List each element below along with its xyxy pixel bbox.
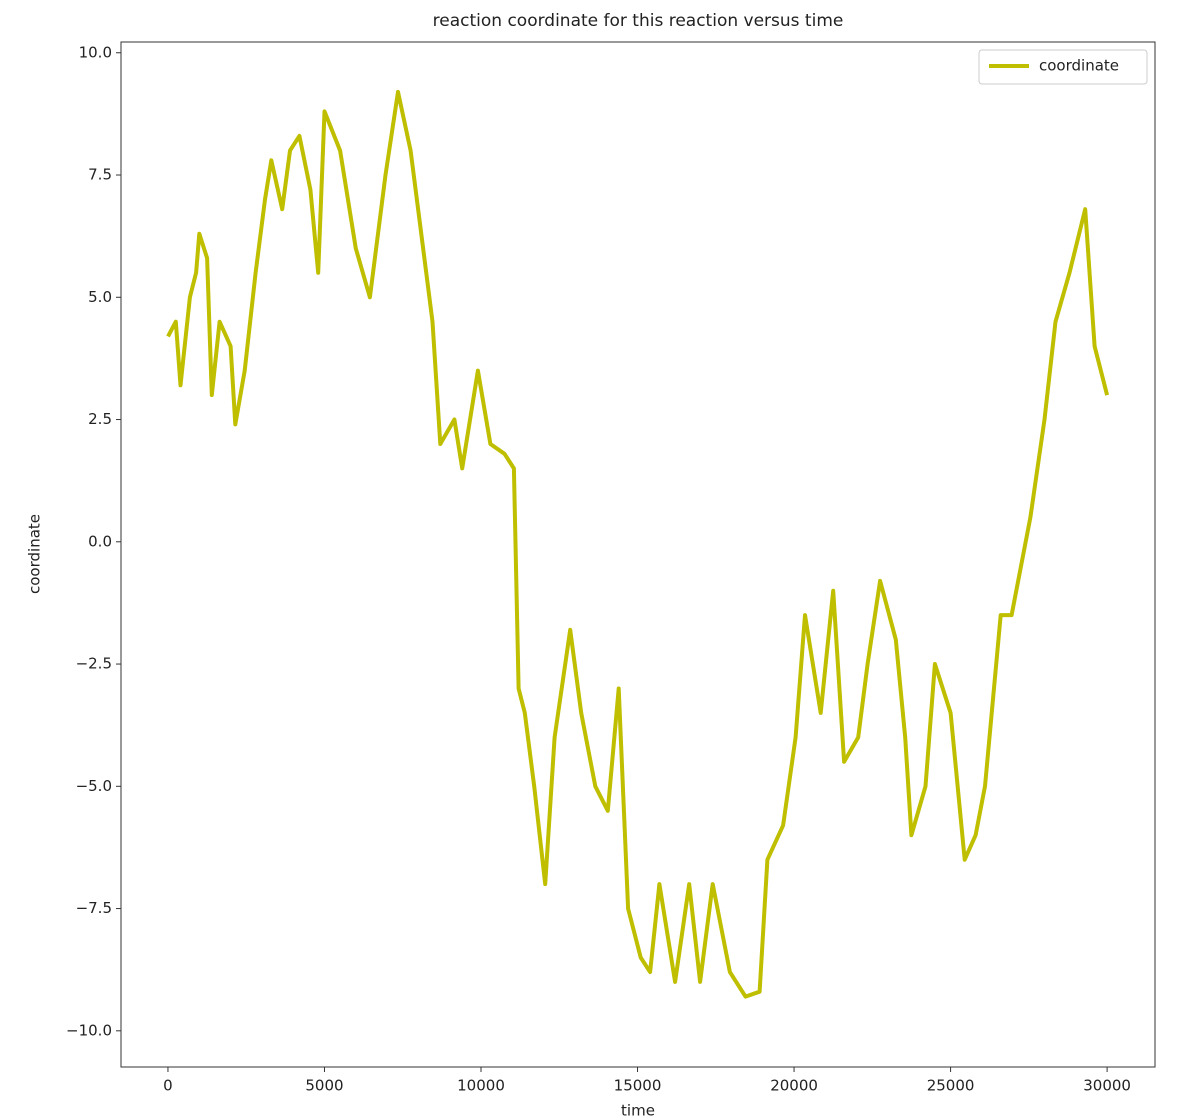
x-axis-label: time <box>621 1102 655 1120</box>
y-tick-label: −5.0 <box>76 777 112 795</box>
x-tick-label: 30000 <box>1083 1077 1131 1095</box>
y-tick-label: −7.5 <box>76 899 112 917</box>
line <box>166 89 1110 999</box>
x-tick-label: 20000 <box>770 1077 818 1095</box>
y-tick-label: 5.0 <box>88 288 112 306</box>
y-tick-label: 0.0 <box>88 532 112 550</box>
legend-box <box>978 49 1148 85</box>
y-tick-label: −2.5 <box>76 655 112 673</box>
legend-label: coordinate <box>1039 57 1119 75</box>
x-tick-label: 25000 <box>927 1077 975 1095</box>
plot-frame <box>120 41 1156 1068</box>
y-tick-label: 7.5 <box>88 166 112 184</box>
y-tick-label: 2.5 <box>88 410 112 428</box>
x-tick-label: 5000 <box>305 1077 343 1095</box>
chart-title: reaction coordinate for this reaction ve… <box>433 11 844 31</box>
y-tick-label: 10.0 <box>79 43 112 61</box>
y-tick-label: −10.0 <box>66 1021 112 1039</box>
x-tick-label: 10000 <box>457 1077 505 1095</box>
x-tick-label: 0 <box>163 1077 173 1095</box>
y-axis-label: coordinate <box>26 514 44 594</box>
x-tick-label: 15000 <box>614 1077 662 1095</box>
